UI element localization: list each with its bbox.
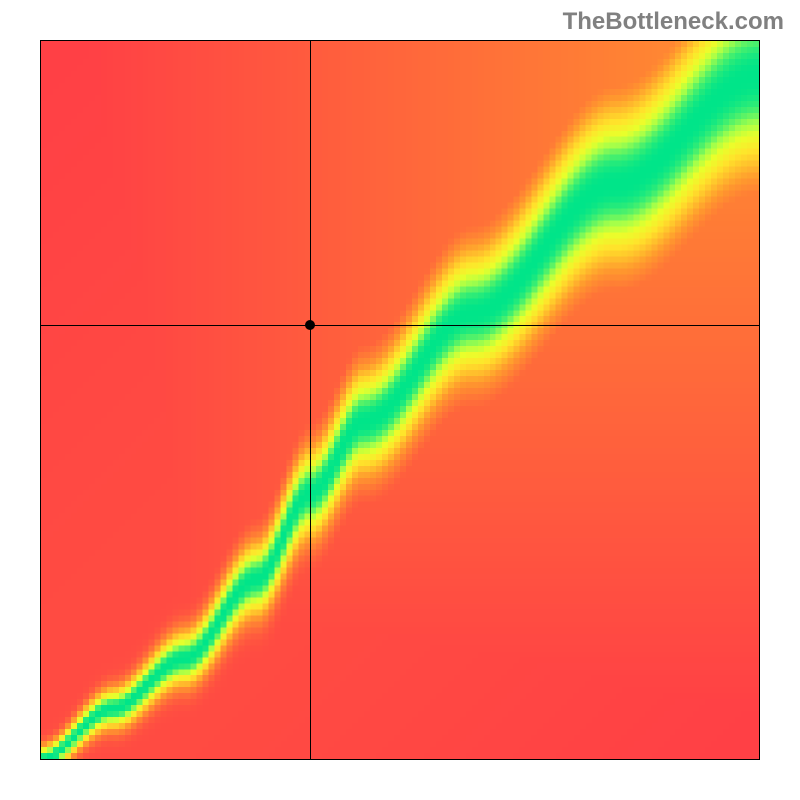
crosshair-vertical <box>310 41 311 759</box>
crosshair-horizontal <box>41 325 759 326</box>
chart-container: TheBottleneck.com <box>0 0 800 800</box>
heatmap-canvas <box>41 41 759 759</box>
crosshair-marker <box>305 320 315 330</box>
heatmap-plot <box>40 40 760 760</box>
watermark-text: TheBottleneck.com <box>563 8 784 36</box>
